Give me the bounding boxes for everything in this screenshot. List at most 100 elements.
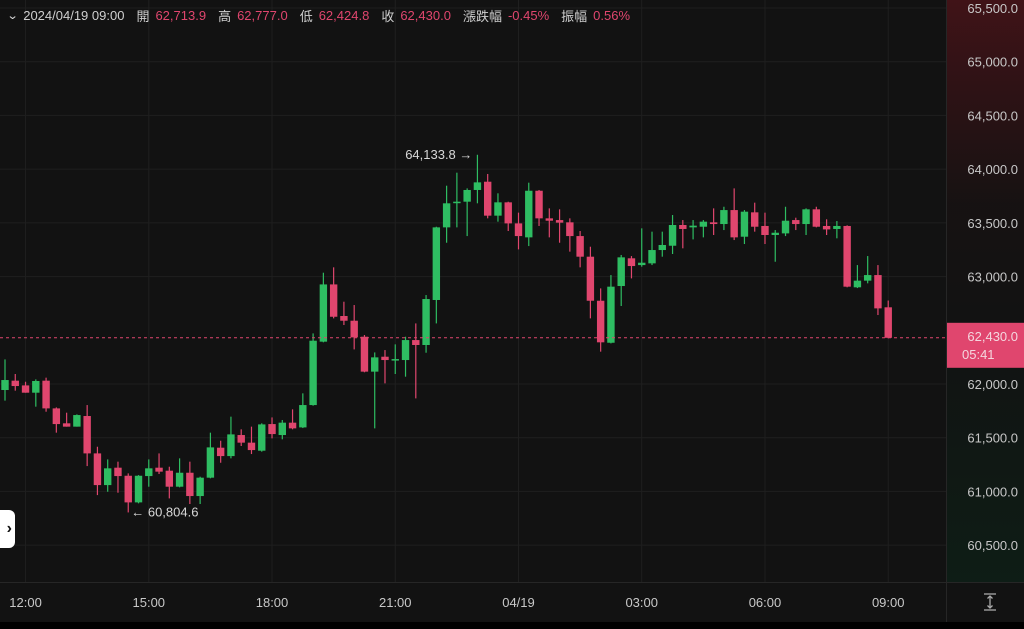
x-tick-label: 12:00 <box>9 595 42 610</box>
high-label: 高 <box>218 9 232 24</box>
close-value: 62,430.0 <box>400 8 451 23</box>
candle-body <box>699 221 708 227</box>
amplitude-value: 0.56% <box>593 8 631 23</box>
candle-body <box>134 475 143 503</box>
candle-body <box>1 380 9 391</box>
x-tick-label: 06:00 <box>749 595 782 610</box>
candle-body <box>648 250 656 264</box>
y-tick-label: 65,500.0 <box>967 1 1018 16</box>
candle-body <box>689 225 697 228</box>
candle-body <box>391 359 399 361</box>
x-tick-label: 21:00 <box>379 595 412 610</box>
candle-body <box>258 424 266 451</box>
candle-body <box>319 284 328 342</box>
candle-body <box>114 467 122 477</box>
candle-body <box>175 472 184 487</box>
candle-body <box>186 472 194 497</box>
candle-body <box>638 262 646 266</box>
candle-body <box>535 190 543 219</box>
candle-body <box>299 405 307 428</box>
candle-body <box>545 218 554 221</box>
chevron-right-icon: › <box>6 520 12 537</box>
candle-body <box>93 453 102 486</box>
vertical-fit-icon <box>984 593 996 611</box>
current-price-tag <box>947 322 1024 368</box>
candle-body <box>432 227 441 300</box>
amplitude-label: 振幅 <box>561 9 588 24</box>
y-tick-label: 64,000.0 <box>967 162 1018 177</box>
candle-body <box>42 380 50 409</box>
candle-body <box>442 203 451 228</box>
candle-body <box>483 181 492 216</box>
current-price-value: 62,430.0 <box>967 329 1018 344</box>
max-price-annotation: 64,133.8 → <box>405 147 472 162</box>
open-value: 62,713.9 <box>155 8 207 23</box>
candle-body <box>196 477 204 497</box>
candle-body <box>720 210 728 225</box>
candle-body <box>62 423 71 427</box>
candle-body <box>83 416 91 454</box>
candle-body <box>278 422 286 436</box>
candle-body <box>453 201 461 204</box>
price-axis-background <box>947 0 1024 582</box>
candle-body <box>802 209 810 225</box>
candle-body <box>494 202 502 216</box>
candle-body <box>627 258 636 267</box>
candle-body <box>822 225 831 230</box>
candle-body <box>576 236 584 257</box>
candle-body <box>566 222 574 237</box>
candle-body <box>165 470 174 487</box>
candle-body <box>751 212 759 227</box>
chevron-down-icon[interactable]: ⌄ <box>6 10 19 22</box>
candle-body <box>679 225 687 229</box>
x-tick-label: 03:00 <box>625 595 658 610</box>
low-value: 62,424.8 <box>318 8 370 23</box>
candle-body <box>607 286 615 343</box>
candle-body <box>730 210 738 238</box>
candle-body <box>381 356 389 361</box>
candle-body <box>853 280 862 288</box>
close-label: 收 <box>381 9 395 24</box>
candle-body <box>73 415 81 427</box>
candle-body <box>884 307 892 338</box>
candle-body <box>833 225 841 229</box>
candle-body <box>52 408 61 425</box>
change-value: -0.45% <box>507 8 550 23</box>
y-tick-label: 63,000.0 <box>967 270 1018 285</box>
low-label: 低 <box>299 9 313 24</box>
header-datetime: 2024/04/19 09:00 <box>23 8 125 23</box>
candle-body <box>843 225 851 287</box>
candle-body <box>401 340 410 361</box>
candle-body <box>504 202 512 224</box>
candle-body <box>340 315 348 321</box>
candle-body <box>771 232 779 235</box>
candle-body <box>473 182 482 190</box>
ohlc-header: ⌄ 2024/04/19 09:00 開 62,713.9 高 62,777.0… <box>6 6 636 25</box>
candle-body <box>216 447 225 457</box>
candle-body <box>463 189 471 202</box>
candle-body <box>247 442 256 451</box>
candle-body <box>350 320 358 338</box>
candle-body <box>668 225 677 246</box>
candle-body <box>781 220 790 234</box>
side-panel-toggle-button[interactable]: › <box>0 510 15 548</box>
candle-body <box>709 222 718 225</box>
candle-body <box>792 220 800 225</box>
high-value: 62,777.0 <box>237 8 288 23</box>
bottom-strip <box>0 622 1024 629</box>
x-tick-label: 04/19 <box>502 595 535 610</box>
candle-body <box>32 380 40 393</box>
candle-body <box>288 422 297 429</box>
candle-body <box>525 190 533 238</box>
fit-vertical-button[interactable] <box>978 590 1002 614</box>
candle-body <box>227 434 235 457</box>
y-tick-label: 65,000.0 <box>967 55 1018 70</box>
x-tick-label: 18:00 <box>256 595 289 610</box>
change-label: 漲跌幅 <box>462 9 502 24</box>
candle-body <box>740 211 749 237</box>
candle-body <box>309 340 317 406</box>
candle-body <box>329 284 338 317</box>
y-tick-label: 60,500.0 <box>967 538 1018 553</box>
